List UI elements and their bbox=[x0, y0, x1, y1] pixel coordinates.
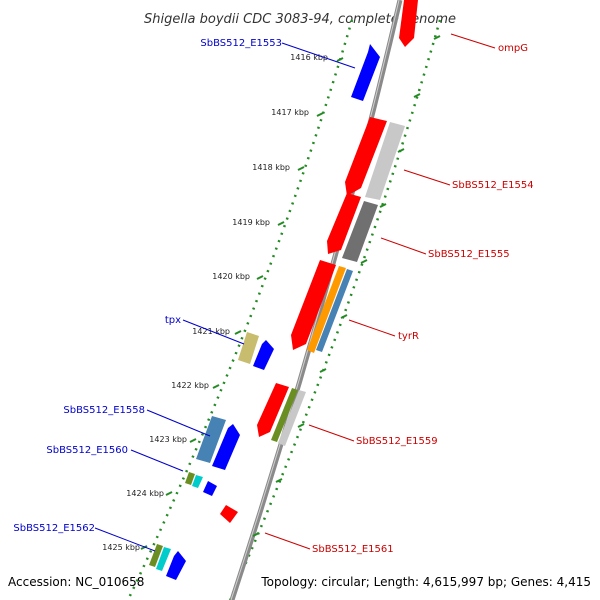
gene-ompG[interactable] bbox=[399, 0, 418, 47]
gene-sbbs512-e1554[interactable] bbox=[345, 117, 387, 196]
gene-tyrR[interactable] bbox=[291, 260, 336, 350]
tick-label: 1416 kbp bbox=[290, 53, 328, 62]
tick-label: 1417 kbp bbox=[271, 108, 309, 117]
gene-label-ompG[interactable]: ompG bbox=[498, 43, 528, 54]
gene-label-sbbs512-e1559[interactable]: SbBS512_E1559 bbox=[356, 436, 438, 447]
gene-sbbs512-e1562-cyan[interactable] bbox=[156, 547, 171, 571]
accession-text: Accession: NC_010658 bbox=[8, 575, 144, 589]
gene-sbbs512-e1560-cyan[interactable] bbox=[192, 475, 203, 488]
tick-label: 1423 kbp bbox=[149, 435, 187, 444]
tick-label: 1424 kbp bbox=[126, 489, 164, 498]
gene-sbbs512-e1562[interactable] bbox=[166, 551, 186, 580]
outer-tick-marks bbox=[252, 35, 441, 537]
gene-sbbs512-e1560[interactable] bbox=[203, 481, 217, 496]
genome-backbone bbox=[229, 0, 403, 600]
tick-labels: 1416 kbp 1417 kbp 1418 kbp 1419 kbp 1420… bbox=[102, 53, 328, 552]
gene-sbbs512-e1553[interactable] bbox=[351, 44, 380, 101]
gene-sbbs512-e1559[interactable] bbox=[257, 383, 289, 437]
gene-label-sbbs512-e1553[interactable]: SbBS512_E1553 bbox=[200, 38, 282, 49]
tick-label: 1420 kbp bbox=[212, 272, 250, 281]
left-gene-labels: SbBS512_E1553 tpx SbBS512_E1558 SbBS512_… bbox=[13, 38, 282, 534]
gene-label-sbbs512-e1562[interactable]: SbBS512_E1562 bbox=[13, 523, 95, 534]
gene-label-sbbs512-e1555[interactable]: SbBS512_E1555 bbox=[428, 249, 510, 260]
tick-label: 1419 kbp bbox=[232, 218, 270, 227]
gene-sbbs512-e1562-olive[interactable] bbox=[149, 544, 163, 567]
leader-lines-left bbox=[94, 42, 356, 552]
gene-label-sbbs512-e1554[interactable]: SbBS512_E1554 bbox=[452, 180, 534, 191]
forward-strand-genes bbox=[220, 0, 418, 523]
gene-tpx-khaki[interactable] bbox=[238, 332, 259, 364]
gene-sbbs512-e1554-gray[interactable] bbox=[365, 122, 405, 200]
gene-label-sbbs512-e1560[interactable]: SbBS512_E1560 bbox=[46, 445, 128, 456]
tick-label: 1422 kbp bbox=[171, 381, 209, 390]
gene-label-sbbs512-e1558[interactable]: SbBS512_E1558 bbox=[63, 405, 145, 416]
gene-sbbs512-e1559-olive[interactable] bbox=[271, 388, 298, 442]
reverse-strand-genes bbox=[149, 44, 380, 580]
gene-tyrR-orange[interactable] bbox=[307, 266, 346, 353]
genome-stats-text: Topology: circular; Length: 4,615,997 bp… bbox=[260, 575, 591, 589]
gene-sbbs512-e1559-gray[interactable] bbox=[278, 390, 306, 446]
gene-sbbs512-e1558[interactable] bbox=[212, 424, 240, 470]
map-title: Shigella boydii CDC 3083-94, complete ge… bbox=[144, 12, 456, 27]
gene-sbbs512-e1555[interactable] bbox=[327, 193, 361, 254]
tick-label: 1425 kbp bbox=[102, 543, 140, 552]
gene-sbbs512-e1555-gray[interactable] bbox=[342, 201, 378, 262]
gene-sbbs512-e1560-olive[interactable] bbox=[185, 472, 195, 485]
tick-label: 1418 kbp bbox=[252, 163, 290, 172]
gene-tpx[interactable] bbox=[253, 340, 274, 370]
gene-label-tyrR[interactable]: tyrR bbox=[398, 331, 419, 342]
gene-sbbs512-e1561[interactable] bbox=[220, 505, 238, 523]
leader-lines-right bbox=[264, 33, 496, 550]
gene-sbbs512-e1558-steel[interactable] bbox=[196, 416, 226, 463]
gene-label-tpx[interactable]: tpx bbox=[165, 315, 181, 326]
right-gene-labels: ompG SbBS512_E1554 SbBS512_E1555 tyrR Sb… bbox=[312, 43, 534, 555]
gene-label-sbbs512-e1561[interactable]: SbBS512_E1561 bbox=[312, 544, 394, 555]
gene-tyrR-blue[interactable] bbox=[316, 269, 353, 352]
tick-marks bbox=[140, 57, 344, 550]
